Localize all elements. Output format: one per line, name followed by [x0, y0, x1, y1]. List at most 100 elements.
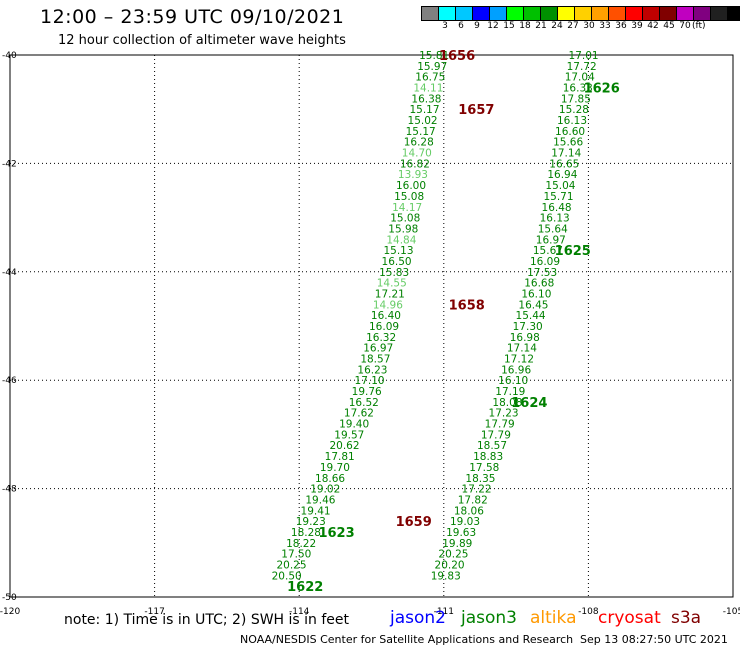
- wave-height-label: 16.60: [555, 126, 585, 138]
- wave-height-label: 17.10: [355, 375, 385, 387]
- time-label: 1657: [458, 103, 494, 118]
- wave-height-label: 14.11: [413, 83, 443, 95]
- wave-height-label: 19.83: [431, 570, 461, 582]
- satellite-s3a: s3a: [671, 608, 702, 628]
- y-tick-label: -42: [2, 159, 17, 169]
- wave-height-label: 17.79: [485, 419, 515, 431]
- wave-height-label: 18.22: [286, 538, 316, 550]
- legend-label: 42: [647, 21, 659, 31]
- wave-height-label: 17.19: [495, 386, 525, 398]
- wave-height-label: 15.08: [394, 191, 424, 203]
- wave-height-label: 17.01: [569, 50, 599, 62]
- wave-height-label: 16.94: [547, 169, 577, 181]
- wave-height-label: 16.50: [382, 256, 412, 268]
- wave-height-label: 17.81: [325, 451, 355, 463]
- wave-height-label: 18.08: [492, 397, 522, 409]
- wave-height-label: 16.38: [411, 93, 441, 105]
- wave-height-label: 16.65: [549, 158, 579, 170]
- wave-height-label: 17.50: [281, 549, 311, 561]
- legend-label: 45: [663, 21, 675, 31]
- wave-height-label: 14.55: [377, 278, 407, 290]
- wave-height-label: 20.20: [435, 559, 465, 571]
- wave-height-label: 15.97: [417, 61, 447, 73]
- x-tick-label: -111: [434, 607, 454, 617]
- wave-height-label: 18.06: [454, 505, 484, 517]
- wave-height-label: 19.41: [301, 505, 331, 517]
- plot-frame: [9, 54, 734, 598]
- wave-height-label: 16.48: [542, 202, 572, 214]
- wave-height-label: 16.82: [400, 158, 430, 170]
- wave-height-label: 17.82: [458, 494, 488, 506]
- time-label: 1659: [396, 515, 432, 530]
- legend-label: 18: [519, 21, 531, 31]
- legend-color-bar: [421, 6, 740, 21]
- wave-height-label: 13.93: [398, 169, 428, 181]
- wave-height-label: 15.83: [379, 267, 409, 279]
- wave-height-label: 20.25: [276, 559, 306, 571]
- wave-height-label: 15.13: [383, 245, 413, 257]
- wave-height-label: 16.40: [371, 310, 401, 322]
- chart-subtitle: 12 hour collection of altimeter wave hei…: [58, 33, 346, 48]
- wave-height-label: 16.09: [530, 256, 560, 268]
- wave-height-label: 17.79: [481, 429, 511, 441]
- wave-height-label: 16.28: [404, 137, 434, 149]
- wave-height-label: 19.03: [450, 516, 480, 528]
- y-tick-label: -46: [2, 376, 17, 386]
- time-label: 1656: [439, 49, 475, 64]
- wave-height-label: 17.04: [565, 72, 595, 84]
- wave-height-label: 18.28: [291, 527, 321, 539]
- wave-height-label: 14.96: [373, 299, 403, 311]
- legend-label: 9: [474, 21, 480, 31]
- wave-height-label: 15.67: [533, 245, 563, 257]
- wave-height-label: 16.96: [501, 364, 531, 376]
- legend-unit: (ft): [692, 21, 706, 31]
- wave-height-label: 18.57: [360, 354, 390, 366]
- wave-height-label: 16.52: [349, 397, 379, 409]
- wave-height-label: 16.09: [369, 321, 399, 333]
- wave-height-label: 15.17: [406, 126, 436, 138]
- wave-height-label: 15.66: [553, 137, 583, 149]
- satellite-altika: altika: [530, 608, 577, 628]
- time-label: 1658: [449, 298, 485, 313]
- time-label: 1625: [555, 244, 591, 259]
- wave-height-label: 14.17: [392, 202, 422, 214]
- legend-label: 70: [679, 21, 691, 31]
- x-tick-label: -114: [289, 607, 310, 617]
- wave-height-label: 18.83: [473, 451, 503, 463]
- wave-height-label: 16.97: [536, 234, 566, 246]
- wave-height-label: 17.62: [344, 408, 374, 420]
- wave-height-label: 17.72: [567, 61, 597, 73]
- x-tick-label: -117: [144, 607, 164, 617]
- legend-label: 39: [631, 21, 643, 31]
- legend-label: 27: [567, 21, 579, 31]
- wave-height-label: 19.57: [334, 429, 364, 441]
- wave-height-label: 16.13: [557, 115, 587, 127]
- wave-height-label: 20.50: [272, 570, 302, 582]
- wave-height-label: 15.81: [419, 50, 449, 62]
- wave-height-label: 19.46: [305, 494, 335, 506]
- wave-height-label: 15.64: [538, 223, 568, 235]
- wave-height-label: 15.17: [409, 104, 439, 116]
- credit-line: NOAA/NESDIS Center for Satellite Applica…: [240, 633, 574, 646]
- wave-height-label: 15.02: [408, 115, 438, 127]
- wave-height-label: 17.23: [489, 408, 519, 420]
- wave-height-label: 15.44: [516, 310, 546, 322]
- wave-height-label: 17.12: [504, 354, 534, 366]
- wave-height-label: 15.04: [545, 180, 575, 192]
- wave-height-label: 19.23: [296, 516, 326, 528]
- wave-height-label: 16.33: [563, 83, 593, 95]
- legend-label: 15: [503, 21, 515, 31]
- wave-height-label: 19.40: [339, 419, 369, 431]
- wave-height-label: 16.97: [363, 343, 393, 355]
- time-label: 1626: [584, 82, 620, 97]
- wave-height-label: 15.71: [543, 191, 573, 203]
- wave-height-label: 17.14: [551, 148, 581, 160]
- wave-height-label: 16.98: [510, 332, 540, 344]
- legend-label: 24: [551, 21, 563, 31]
- y-tick-label: -40: [2, 51, 17, 61]
- legend-label: 12: [487, 21, 499, 31]
- wave-height-label: 15.98: [388, 223, 418, 235]
- wave-height-label: 17.14: [507, 343, 537, 355]
- wave-height-label: 16.13: [540, 213, 570, 225]
